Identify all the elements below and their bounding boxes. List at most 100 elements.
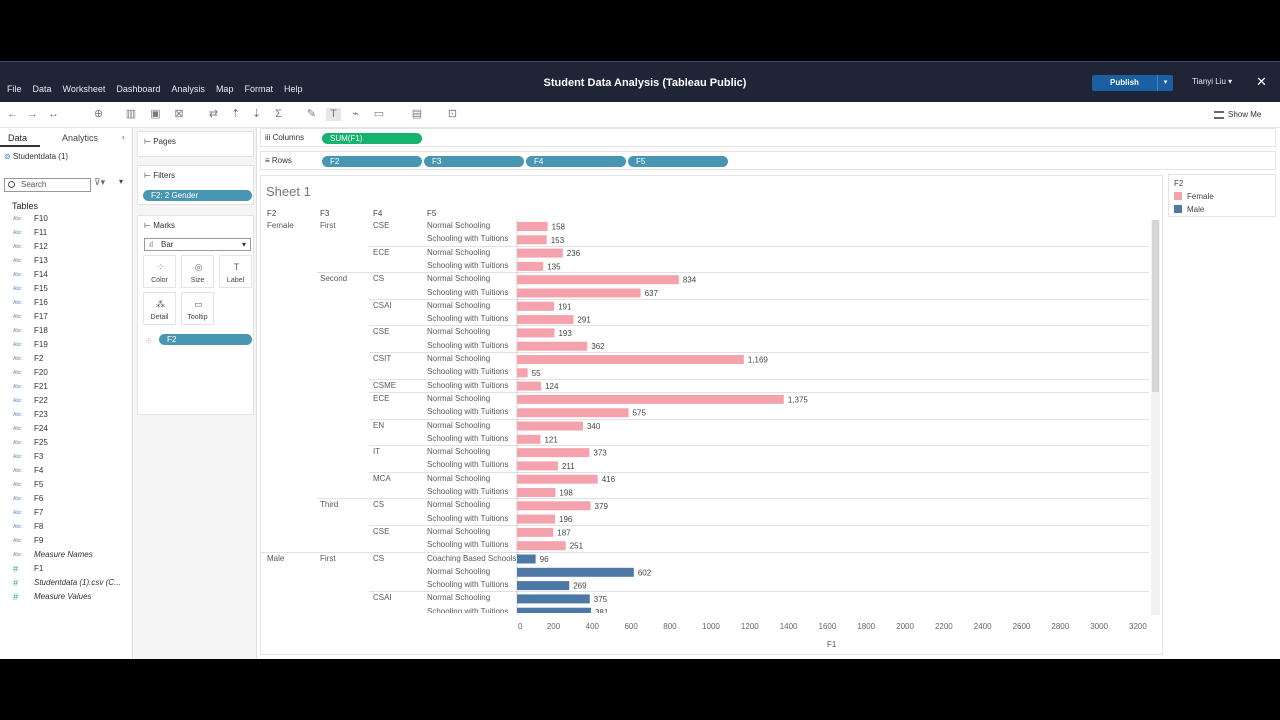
bar[interactable] <box>517 421 583 431</box>
field-item[interactable]: # Studentdata (1).csv (C... <box>0 576 132 590</box>
show-me-button[interactable]: Show Me <box>1214 110 1261 119</box>
field-item[interactable]: Abc F17 <box>0 310 132 324</box>
datasource-name[interactable]: ⊚ Studentdata (1) <box>4 152 68 161</box>
field-item[interactable]: Abc F20 <box>0 366 132 380</box>
bar[interactable] <box>517 448 590 458</box>
field-item[interactable]: Abc F15 <box>0 282 132 296</box>
bar[interactable] <box>517 594 590 604</box>
bar[interactable] <box>517 581 570 591</box>
data-pane-menu-icon[interactable]: ▾ <box>119 177 124 186</box>
pages-card[interactable]: ⊢ Pages <box>137 131 254 157</box>
bar[interactable] <box>517 607 591 613</box>
new-datasource-icon[interactable]: ⊕ <box>93 108 104 120</box>
search-input[interactable]: Search <box>4 178 91 192</box>
bar[interactable] <box>517 474 598 484</box>
menu-format[interactable]: Format <box>244 84 273 94</box>
tab-data[interactable]: Data <box>8 133 28 143</box>
undo-icon[interactable]: ← <box>7 108 18 120</box>
field-item[interactable]: Abc F10 <box>0 212 132 226</box>
field-item[interactable]: Abc F2 <box>0 352 132 366</box>
mark-type-select[interactable]: ıl Bar ▾ <box>144 238 251 251</box>
rows-pill-f5[interactable]: F5 <box>628 156 728 167</box>
bar[interactable] <box>517 248 563 258</box>
fit-icon[interactable]: ▭ <box>373 108 385 120</box>
new-worksheet-icon[interactable]: ▥ <box>125 108 137 120</box>
bar[interactable] <box>517 275 679 285</box>
rows-pill-f3[interactable]: F3 <box>424 156 524 167</box>
rows-pill-f2[interactable]: F2 <box>322 156 422 167</box>
menu-map[interactable]: Map <box>215 84 234 94</box>
field-item[interactable]: Abc F21 <box>0 380 132 394</box>
field-item[interactable]: Abc F8 <box>0 520 132 534</box>
bar[interactable] <box>517 288 641 298</box>
bar[interactable] <box>517 261 544 271</box>
tab-analytics[interactable]: Analytics <box>62 133 99 143</box>
field-item[interactable]: Abc F5 <box>0 478 132 492</box>
highlight-icon[interactable]: ✎ <box>306 108 317 120</box>
redo-icon[interactable]: → <box>27 108 38 120</box>
bar[interactable] <box>517 501 591 511</box>
columns-shelf[interactable]: iii Columns SUM(F1) <box>260 128 1276 147</box>
field-item[interactable]: Abc F22 <box>0 394 132 408</box>
field-item[interactable]: Abc F14 <box>0 268 132 282</box>
bar[interactable] <box>517 235 547 245</box>
replay-icon[interactable]: ↔ <box>48 108 59 120</box>
menu-data[interactable]: Data <box>32 84 52 94</box>
filters-card[interactable]: ⊢ Filters F2: 2 Gender <box>137 165 254 205</box>
bar[interactable] <box>517 434 541 444</box>
sort-descending-icon[interactable]: ⇣ <box>251 108 262 120</box>
bar[interactable] <box>517 394 784 404</box>
legend-item-male[interactable]: Male <box>1174 205 1204 214</box>
field-item[interactable]: Abc F24 <box>0 422 132 436</box>
color-button[interactable]: ⁘ Color <box>143 255 176 288</box>
bar[interactable] <box>517 301 555 311</box>
field-item[interactable]: Abc F25 <box>0 436 132 450</box>
format-icon[interactable]: ⌁ <box>352 108 359 120</box>
legend-item-female[interactable]: Female <box>1174 192 1214 201</box>
close-button[interactable]: ✕ <box>1256 74 1267 89</box>
field-item[interactable]: Abc F19 <box>0 338 132 352</box>
filter-pill[interactable]: F2: 2 Gender <box>143 190 252 201</box>
menu-worksheet[interactable]: Worksheet <box>62 84 106 94</box>
bar[interactable] <box>517 527 554 537</box>
tooltip-button[interactable]: ▭ Tooltip <box>181 292 214 325</box>
bar[interactable] <box>517 341 588 351</box>
field-item[interactable]: Abc F13 <box>0 254 132 268</box>
share-icon[interactable]: ⊡ <box>447 108 458 120</box>
bar[interactable] <box>517 554 536 564</box>
label-button[interactable]: T Label <box>219 255 252 288</box>
menu-dashboard[interactable]: Dashboard <box>116 84 161 94</box>
field-item[interactable]: Abc F3 <box>0 450 132 464</box>
rows-pill-f4[interactable]: F4 <box>526 156 626 167</box>
rows-shelf[interactable]: ≡ Rows F2 F3 F4 F5 <box>260 151 1276 170</box>
labels-icon[interactable]: T <box>326 108 341 121</box>
field-item[interactable]: Abc F16 <box>0 296 132 310</box>
bar[interactable] <box>517 488 556 497</box>
field-item[interactable]: Abc F12 <box>0 240 132 254</box>
collapse-pane-icon[interactable]: ‹ <box>122 132 125 142</box>
field-item[interactable]: Abc F11 <box>0 226 132 240</box>
field-item[interactable]: Abc F23 <box>0 408 132 422</box>
field-item[interactable]: Abc F4 <box>0 464 132 478</box>
menu-file[interactable]: File <box>7 84 22 94</box>
bar[interactable] <box>517 328 555 338</box>
bar[interactable] <box>517 461 558 471</box>
bar[interactable] <box>517 315 574 325</box>
bar[interactable] <box>517 541 566 551</box>
swap-icon[interactable]: ⇄ <box>208 108 219 120</box>
field-item[interactable]: # Measure Values <box>0 590 132 604</box>
bar[interactable] <box>517 355 744 364</box>
bar[interactable] <box>517 368 528 378</box>
presentation-icon[interactable]: ▤ <box>411 108 423 120</box>
user-menu[interactable]: Tianyi Liu ▾ <box>1192 77 1233 86</box>
bar[interactable] <box>517 222 548 231</box>
duplicate-sheet-icon[interactable]: ▣ <box>150 108 161 120</box>
publish-dropdown-button[interactable]: ▾ <box>1157 75 1173 91</box>
field-item[interactable]: Abc F9 <box>0 534 132 548</box>
color-pill[interactable]: F2 <box>159 334 252 345</box>
bar[interactable] <box>517 567 634 577</box>
filter-fields-icon[interactable]: ⊽▾ <box>94 177 106 187</box>
size-button[interactable]: ◎ Size <box>181 255 214 288</box>
vertical-scrollbar[interactable] <box>1151 220 1160 615</box>
detail-button[interactable]: ⁂ Detail <box>143 292 176 325</box>
